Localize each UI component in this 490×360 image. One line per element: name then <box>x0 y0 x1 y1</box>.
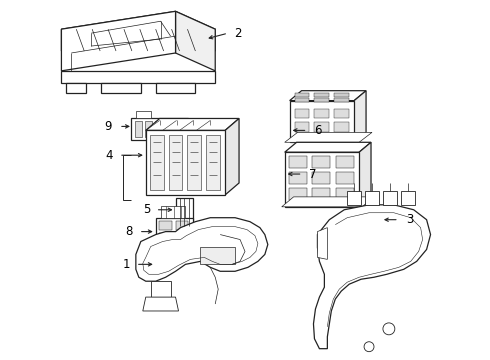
Polygon shape <box>150 135 164 190</box>
Polygon shape <box>169 135 182 190</box>
Polygon shape <box>101 83 141 93</box>
Polygon shape <box>285 142 371 152</box>
Polygon shape <box>156 83 196 93</box>
Polygon shape <box>131 118 189 140</box>
Polygon shape <box>334 109 349 118</box>
Polygon shape <box>61 71 215 83</box>
Polygon shape <box>206 135 220 190</box>
Polygon shape <box>200 247 235 264</box>
Polygon shape <box>159 221 171 230</box>
Polygon shape <box>314 205 431 349</box>
Text: 8: 8 <box>125 225 133 238</box>
Polygon shape <box>285 152 359 207</box>
Polygon shape <box>155 121 162 137</box>
Text: 6: 6 <box>315 124 322 137</box>
Polygon shape <box>175 198 194 226</box>
Polygon shape <box>174 121 181 137</box>
Polygon shape <box>290 100 354 142</box>
Polygon shape <box>315 98 329 102</box>
Polygon shape <box>294 109 310 118</box>
Text: 7: 7 <box>310 167 317 181</box>
Text: 3: 3 <box>406 213 413 226</box>
Polygon shape <box>151 281 171 297</box>
Text: 5: 5 <box>144 203 151 216</box>
Polygon shape <box>294 98 310 102</box>
Polygon shape <box>136 111 151 118</box>
Polygon shape <box>315 93 329 96</box>
Polygon shape <box>318 228 327 260</box>
Text: 2: 2 <box>234 27 242 40</box>
Polygon shape <box>383 191 397 205</box>
Polygon shape <box>336 188 354 200</box>
Text: 9: 9 <box>104 120 112 133</box>
Polygon shape <box>165 121 172 137</box>
Polygon shape <box>146 118 239 130</box>
Polygon shape <box>347 191 361 205</box>
Polygon shape <box>336 156 354 168</box>
Polygon shape <box>175 233 189 242</box>
Text: 4: 4 <box>105 149 113 162</box>
Polygon shape <box>354 91 366 142</box>
Polygon shape <box>175 11 215 71</box>
Polygon shape <box>294 93 310 96</box>
Polygon shape <box>225 118 239 195</box>
Polygon shape <box>315 109 329 118</box>
Polygon shape <box>146 130 225 195</box>
Polygon shape <box>61 11 175 71</box>
Polygon shape <box>334 98 349 102</box>
Polygon shape <box>359 142 371 207</box>
Polygon shape <box>294 122 310 132</box>
Polygon shape <box>66 83 86 93</box>
Polygon shape <box>289 172 307 184</box>
Polygon shape <box>135 121 142 137</box>
Polygon shape <box>175 221 189 230</box>
Polygon shape <box>282 197 374 207</box>
Polygon shape <box>313 172 330 184</box>
Polygon shape <box>334 122 349 132</box>
Text: 1: 1 <box>122 258 130 271</box>
Polygon shape <box>334 93 349 96</box>
Polygon shape <box>313 156 330 168</box>
Polygon shape <box>313 188 330 200</box>
Polygon shape <box>289 156 307 168</box>
Polygon shape <box>159 233 171 242</box>
Polygon shape <box>156 218 194 247</box>
Polygon shape <box>136 218 268 281</box>
Polygon shape <box>401 191 415 205</box>
Polygon shape <box>285 132 372 142</box>
Polygon shape <box>289 188 307 200</box>
Polygon shape <box>315 122 329 132</box>
Polygon shape <box>188 135 201 190</box>
Polygon shape <box>161 206 185 218</box>
Polygon shape <box>336 172 354 184</box>
Polygon shape <box>143 297 178 311</box>
Polygon shape <box>365 191 379 205</box>
Polygon shape <box>145 121 152 137</box>
Polygon shape <box>290 91 366 100</box>
Polygon shape <box>61 11 215 51</box>
